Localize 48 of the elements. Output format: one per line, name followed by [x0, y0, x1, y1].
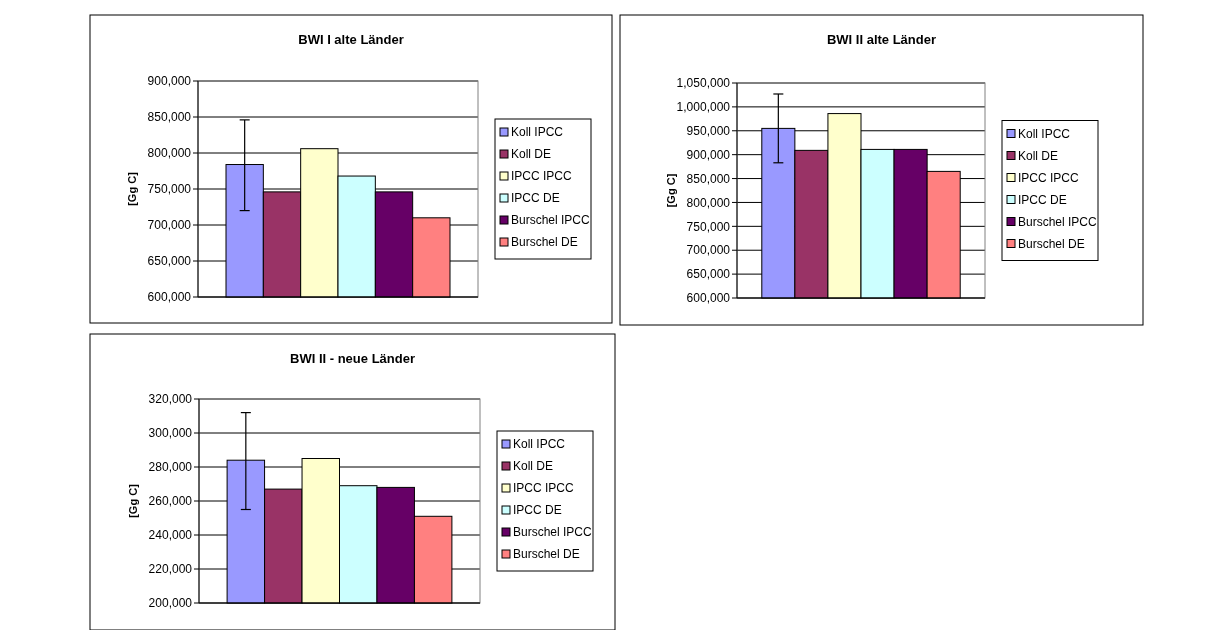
y-tick-label: 1,050,000 [676, 76, 731, 91]
legend-label: Burschel DE [1018, 236, 1085, 251]
legend-label: Burschel IPCC [513, 525, 593, 540]
y-tick-label: 950,000 [686, 123, 731, 138]
y-tick-label: 850,000 [147, 110, 192, 125]
legend-label: IPCC IPCC [511, 169, 573, 184]
y-tick-label: 300,000 [148, 426, 193, 441]
legend-label: Burschel IPCC [1018, 214, 1098, 229]
legend-label: Koll DE [513, 459, 554, 474]
y-tick-label: 220,000 [148, 562, 193, 577]
y-tick-label: 200,000 [148, 596, 193, 611]
legend-label: Koll IPCC [513, 437, 566, 452]
y-tick-label: 700,000 [147, 218, 192, 233]
y-tick-label: 600,000 [686, 291, 731, 306]
legend-label: Burschel IPCC [511, 213, 591, 228]
legend-label: IPCC DE [511, 191, 560, 206]
y-tick-label: 240,000 [148, 528, 193, 543]
chart-title: BWI II alte Länder [826, 32, 937, 47]
y-tick-label: 600,000 [147, 290, 192, 305]
legend-label: Koll DE [511, 147, 552, 162]
y-tick-label: 260,000 [148, 494, 193, 509]
chart-title: BWI I alte Länder [298, 32, 404, 47]
legend-label: IPCC DE [513, 503, 562, 518]
y-tick-label: 900,000 [147, 74, 192, 89]
legend-label: IPCC IPCC [1018, 170, 1080, 185]
y-axis-title: [Gg C] [665, 173, 677, 208]
legend-label: Burschel DE [513, 547, 580, 562]
y-tick-label: 650,000 [686, 267, 731, 282]
chart-title: BWI II - neue Länder [290, 351, 415, 366]
legend-label: Koll IPCC [1018, 126, 1071, 141]
y-tick-label: 850,000 [686, 171, 731, 186]
y-tick-label: 750,000 [686, 219, 731, 234]
y-axis-title: [Gg C] [126, 171, 138, 206]
y-tick-label: 1,000,000 [676, 100, 731, 115]
y-axis-title: [Gg C] [127, 483, 139, 518]
y-tick-label: 320,000 [148, 392, 193, 407]
legend-label: Burschel DE [511, 235, 578, 250]
legend-label: Koll IPCC [511, 125, 564, 140]
y-tick-label: 750,000 [147, 182, 192, 197]
legend-label: IPCC DE [1018, 192, 1067, 207]
y-tick-label: 280,000 [148, 460, 193, 475]
y-tick-label: 800,000 [147, 146, 192, 161]
legend-label: IPCC IPCC [513, 481, 575, 496]
y-tick-label: 650,000 [147, 254, 192, 269]
legend-label: Koll DE [1018, 148, 1059, 163]
y-tick-label: 700,000 [686, 243, 731, 258]
y-tick-label: 800,000 [686, 195, 731, 210]
y-tick-label: 900,000 [686, 147, 731, 162]
